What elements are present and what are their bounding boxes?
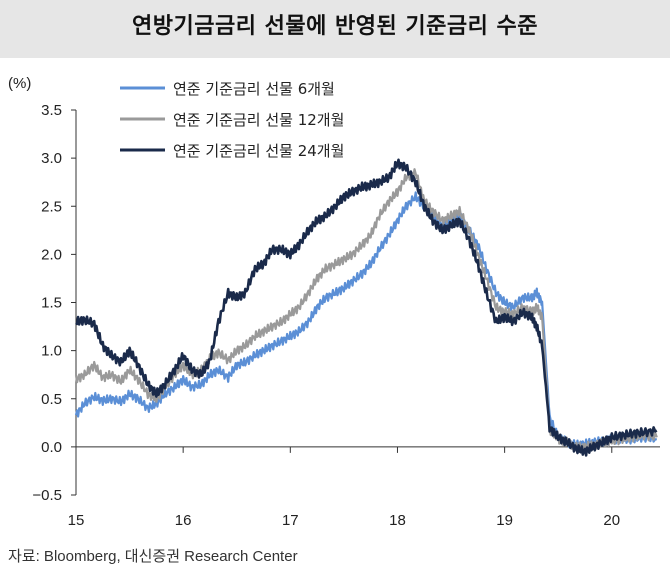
legend-label-3: 연준 기준금리 선물 24개월 — [173, 142, 344, 160]
y-tick-label: 0.0 — [41, 439, 62, 456]
y-tick-label: 3.5 — [41, 102, 62, 119]
legend-label-2: 연준 기준금리 선물 12개월 — [173, 111, 344, 129]
x-tick-label: 20 — [603, 512, 620, 529]
x-tick-label: 18 — [389, 512, 406, 529]
line-chart: (%) 3.53.02.52.01.51.00.50.0−0.5 15 16 17 1… — [8, 75, 660, 529]
x-tick-label: 19 — [496, 512, 513, 529]
y-axis: 3.5 3.0 2.5 2.0 1.5 1.0 0.5 0.0 −0.5 — [32, 102, 77, 504]
x-tick-label: 15 — [68, 512, 85, 529]
title-bar — [0, 0, 670, 58]
y-tick-label: 1.0 — [41, 343, 62, 360]
series-layer — [74, 158, 658, 457]
y-axis-unit: (%) — [8, 75, 31, 92]
y-tick-label: −0.5 — [32, 487, 62, 504]
y-tick-label: 2.5 — [41, 198, 62, 215]
chart-title: 연방기금금리 선물에 반영된 기준금리 수준 — [132, 14, 538, 39]
y-tick-label: 2.0 — [41, 246, 62, 263]
y-tick-label: 1.5 — [41, 295, 62, 312]
series-line-2 — [74, 168, 658, 453]
y-tick-label: 3.0 — [41, 150, 62, 167]
y-tick-label: 0.5 — [41, 391, 62, 408]
legend-label-1: 연준 기준금리 선물 6개월 — [173, 80, 335, 98]
x-axis: 15 16 17 18 19 20 — [68, 446, 660, 529]
source-note: 자료: Bloomberg, 대신증권 Research Center — [8, 548, 298, 565]
x-tick-label: 16 — [175, 512, 192, 529]
x-tick-label: 17 — [282, 512, 299, 529]
series-line-3 — [75, 158, 658, 457]
series-line-1 — [74, 191, 657, 450]
